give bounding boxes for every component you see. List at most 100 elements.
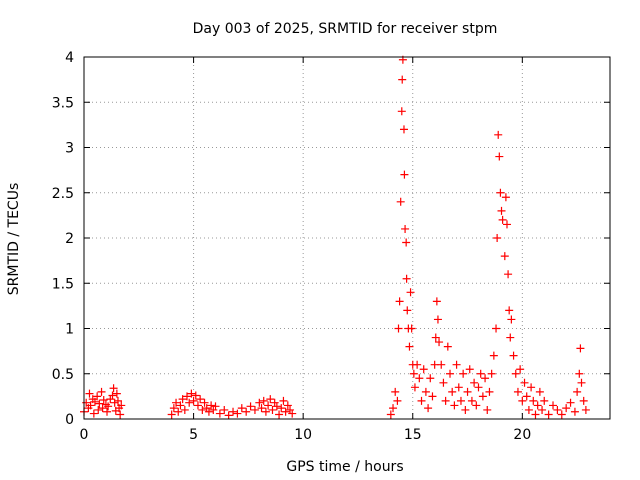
- data-point: [108, 391, 117, 400]
- y-tick-label: 0.5: [52, 367, 74, 383]
- data-point: [476, 369, 485, 378]
- data-point: [417, 396, 426, 405]
- y-tick-label: 1.5: [52, 276, 74, 292]
- data-point: [209, 405, 218, 414]
- data-point: [103, 407, 112, 416]
- data-point: [573, 387, 582, 396]
- data-point: [566, 398, 575, 407]
- data-point: [433, 315, 442, 324]
- data-point: [99, 395, 108, 404]
- data-point: [505, 306, 514, 315]
- data-point: [529, 396, 538, 405]
- y-tick-label: 2: [65, 231, 74, 247]
- data-point: [89, 409, 98, 418]
- data-point: [405, 342, 414, 351]
- data-point: [97, 387, 106, 396]
- data-point: [85, 389, 94, 398]
- data-point: [229, 407, 238, 416]
- y-tick-label: 3: [65, 141, 74, 157]
- data-point: [233, 409, 242, 418]
- data-point: [463, 387, 472, 396]
- data-point: [399, 125, 408, 134]
- data-point: [478, 392, 487, 401]
- data-point: [116, 410, 125, 419]
- data-point: [172, 398, 181, 407]
- data-point: [426, 374, 435, 383]
- data-point: [472, 401, 481, 410]
- data-point: [454, 383, 463, 392]
- data-point: [104, 402, 113, 411]
- data-point: [467, 396, 476, 405]
- data-point: [441, 396, 450, 405]
- data-point: [185, 398, 194, 407]
- data-point: [485, 387, 494, 396]
- data-point: [421, 387, 430, 396]
- data-point: [446, 369, 455, 378]
- data-point: [272, 402, 281, 411]
- data-point: [187, 389, 196, 398]
- x-tick-label: 20: [513, 427, 531, 443]
- data-point: [106, 395, 115, 404]
- x-tick-label: 10: [294, 427, 312, 443]
- data-point: [562, 404, 571, 413]
- data-point: [431, 333, 440, 342]
- data-point: [281, 407, 290, 416]
- data-point: [415, 374, 424, 383]
- chart-title: Day 003 of 2025, SRMTID for receiver stp…: [193, 21, 498, 37]
- data-point: [196, 395, 205, 404]
- data-point: [264, 401, 273, 410]
- data-point: [224, 411, 233, 420]
- data-point: [200, 398, 209, 407]
- data-point: [176, 401, 185, 410]
- data-point: [483, 405, 492, 414]
- data-point: [581, 405, 590, 414]
- data-point: [396, 197, 405, 206]
- data-point: [112, 389, 121, 398]
- data-point: [527, 383, 536, 392]
- data-point: [576, 344, 585, 353]
- data-point: [279, 396, 288, 405]
- y-tick-label: 3.5: [52, 95, 74, 111]
- data-point: [266, 395, 275, 404]
- data-point: [93, 392, 102, 401]
- data-point: [432, 297, 441, 306]
- data-point: [435, 338, 444, 347]
- data-point: [257, 404, 266, 413]
- data-point: [180, 405, 189, 414]
- plot-frame: [83, 56, 611, 420]
- data-point: [540, 396, 549, 405]
- data-point: [397, 107, 406, 116]
- data-point: [531, 410, 540, 419]
- data-point: [400, 170, 409, 179]
- data-point: [487, 369, 496, 378]
- data-point: [211, 402, 220, 411]
- data-point: [456, 396, 465, 405]
- data-point: [90, 397, 99, 406]
- data-point: [288, 409, 297, 418]
- data-point: [498, 215, 507, 224]
- data-point: [506, 333, 515, 342]
- data-point: [109, 384, 118, 393]
- data-point: [275, 410, 284, 419]
- data-point: [489, 351, 498, 360]
- data-point: [511, 369, 520, 378]
- data-point: [215, 409, 224, 418]
- data-point: [283, 401, 292, 410]
- data-point: [535, 387, 544, 396]
- data-point: [169, 404, 178, 413]
- data-point: [94, 405, 103, 414]
- data-point: [459, 369, 468, 378]
- data-point: [513, 387, 522, 396]
- data-point: [406, 288, 415, 297]
- data-point: [428, 392, 437, 401]
- x-tick-label: 5: [189, 427, 198, 443]
- data-point: [198, 405, 207, 414]
- data-point: [204, 407, 213, 416]
- x-tick-label: 15: [404, 427, 422, 443]
- data-point: [407, 324, 416, 333]
- data-point: [500, 252, 509, 261]
- data-point: [502, 220, 511, 229]
- data-point: [395, 297, 404, 306]
- data-point: [86, 401, 95, 410]
- data-point: [386, 410, 395, 419]
